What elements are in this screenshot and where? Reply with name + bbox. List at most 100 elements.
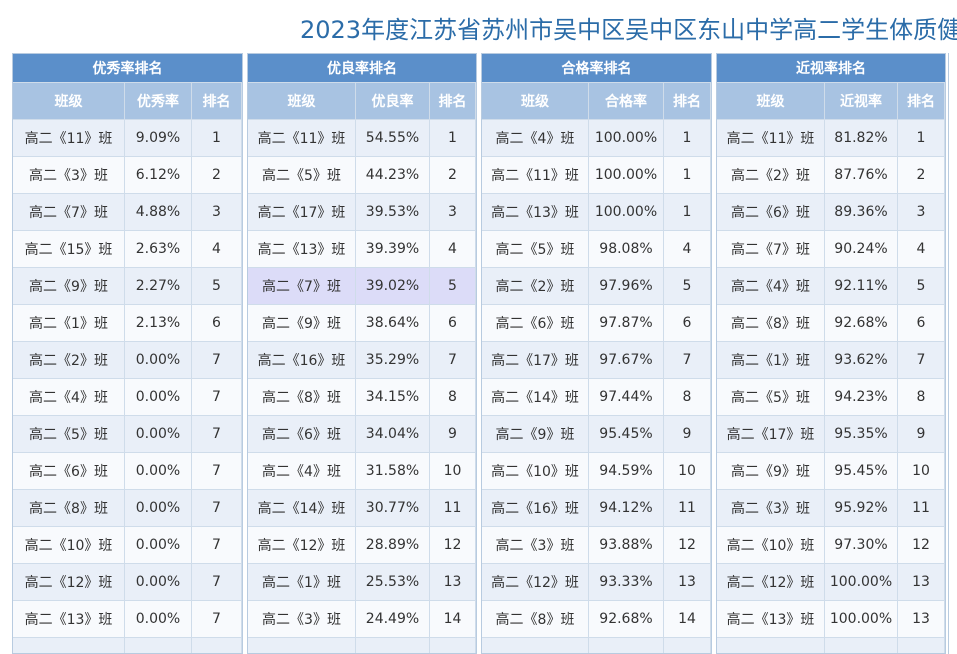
table-cell: 高二《3》班 xyxy=(482,527,589,564)
column-header: 班级 xyxy=(248,83,356,120)
table-cell: 高二《11》班 xyxy=(482,157,589,194)
table-cell: 2 xyxy=(898,157,945,194)
column-header: 班级 xyxy=(13,83,125,120)
table-cell: 高二《9》班 xyxy=(13,268,125,305)
table-cell: 高二《8》班 xyxy=(482,601,589,638)
table-cell: 高二《13》班 xyxy=(248,231,356,268)
table-cell: 7 xyxy=(192,490,242,527)
table-cell: 7 xyxy=(664,342,711,379)
column-header: 排名 xyxy=(898,83,945,120)
table-cell: 高二《2》班 xyxy=(717,157,825,194)
table-cell: 2 xyxy=(192,157,242,194)
table-cell: 7 xyxy=(898,342,945,379)
table-title: 合格率排名 xyxy=(482,54,711,83)
table-cell: 100.00% xyxy=(825,601,898,638)
table-cell: 6 xyxy=(192,305,242,342)
table-cell: 0.00% xyxy=(125,564,192,601)
column-header: 优良率 xyxy=(356,83,430,120)
table-cell: 高二《10》班 xyxy=(13,527,125,564)
table-cell: 8 xyxy=(430,379,476,416)
table-cell: 7 xyxy=(192,379,242,416)
table-cell: 10 xyxy=(898,453,945,490)
table-cell: 6 xyxy=(664,305,711,342)
table-cell: 7 xyxy=(192,342,242,379)
table-cell: 13 xyxy=(664,564,711,601)
table-cell: 高二《10》班 xyxy=(482,453,589,490)
table-cell: 10 xyxy=(664,453,711,490)
table-cell: 6 xyxy=(430,305,476,342)
table-cell: 98.08% xyxy=(589,231,664,268)
table-cell: 93.62% xyxy=(825,342,898,379)
table-cell: 31.58% xyxy=(356,453,430,490)
table-cell: 2 xyxy=(430,157,476,194)
table-cell: 1 xyxy=(898,120,945,157)
table-cell: 2.13% xyxy=(125,305,192,342)
table-cell: 12 xyxy=(898,527,945,564)
table-cell: 高二《3》班 xyxy=(13,157,125,194)
table-cell: 高二《6》班 xyxy=(13,453,125,490)
table-cell: 高二《13》班 xyxy=(482,194,589,231)
table-cell: 95.45% xyxy=(589,416,664,453)
table-cell: 44.23% xyxy=(356,157,430,194)
table-cell: 92.11% xyxy=(825,268,898,305)
table-cell: 2.27% xyxy=(125,268,192,305)
table-cell: 高二《16》班 xyxy=(248,342,356,379)
table-cell: 94.12% xyxy=(589,490,664,527)
column-header: 近视率 xyxy=(825,83,898,120)
table-cell: 25.53% xyxy=(356,564,430,601)
table-cell xyxy=(825,638,898,653)
table-cell: 高二《4》班 xyxy=(248,453,356,490)
table-cell: 0.00% xyxy=(125,490,192,527)
table-cell: 3 xyxy=(430,194,476,231)
table-cell: 39.53% xyxy=(356,194,430,231)
table-cell: 高二《17》班 xyxy=(717,416,825,453)
table-cell: 高二《8》班 xyxy=(13,490,125,527)
table-cell: 高二《11》班 xyxy=(248,120,356,157)
page-title: 2023年度江苏省苏州市吴中区吴中区东山中学高二学生体质健 xyxy=(300,16,957,44)
table-title: 优良率排名 xyxy=(248,54,476,83)
table-cell: 90.24% xyxy=(825,231,898,268)
table-cell: 13 xyxy=(898,564,945,601)
table-cell: 39.39% xyxy=(356,231,430,268)
table-cell: 9 xyxy=(898,416,945,453)
table-cell: 81.82% xyxy=(825,120,898,157)
table-cell: 高二《12》班 xyxy=(717,564,825,601)
table-cell: 97.67% xyxy=(589,342,664,379)
table-cell: 高二《10》班 xyxy=(717,527,825,564)
table-cell: 高二《14》班 xyxy=(248,490,356,527)
table-title: 近视率排名 xyxy=(717,54,945,83)
table-cell: 高二《9》班 xyxy=(717,453,825,490)
table-cell: 4 xyxy=(898,231,945,268)
table-cell: 高二《7》班 xyxy=(717,231,825,268)
table-cell: 高二《17》班 xyxy=(248,194,356,231)
ranking-table: 优秀率排名 班级 优秀率 排名 高二《11》班 9.09% 1 高二《3》班 6.12% 2 高二《… xyxy=(12,53,243,654)
table-cell: 100.00% xyxy=(589,157,664,194)
table-cell xyxy=(717,638,825,653)
table-cell: 14 xyxy=(664,601,711,638)
table-cell: 11 xyxy=(898,490,945,527)
table-cell: 97.96% xyxy=(589,268,664,305)
column-header: 排名 xyxy=(192,83,242,120)
table-cell: 高二《14》班 xyxy=(482,379,589,416)
table-cell: 高二《12》班 xyxy=(482,564,589,601)
table-cell: 7 xyxy=(192,601,242,638)
table-cell: 95.92% xyxy=(825,490,898,527)
table-cell xyxy=(430,638,476,653)
table-cell: 5 xyxy=(192,268,242,305)
table-cell: 28.89% xyxy=(356,527,430,564)
table-cell: 100.00% xyxy=(589,194,664,231)
table-cell: 89.36% xyxy=(825,194,898,231)
table-cell: 7 xyxy=(192,416,242,453)
table-cell: 7 xyxy=(430,342,476,379)
table-cell: 5 xyxy=(664,268,711,305)
table-cell: 高二《8》班 xyxy=(717,305,825,342)
table-cell: 4 xyxy=(664,231,711,268)
table-cell: 高二《4》班 xyxy=(717,268,825,305)
table-cell: 92.68% xyxy=(825,305,898,342)
table-cell: 8 xyxy=(664,379,711,416)
table-cell: 高二《16》班 xyxy=(482,490,589,527)
table-cell: 87.76% xyxy=(825,157,898,194)
table-cell: 0.00% xyxy=(125,416,192,453)
table-cell: 12 xyxy=(664,527,711,564)
